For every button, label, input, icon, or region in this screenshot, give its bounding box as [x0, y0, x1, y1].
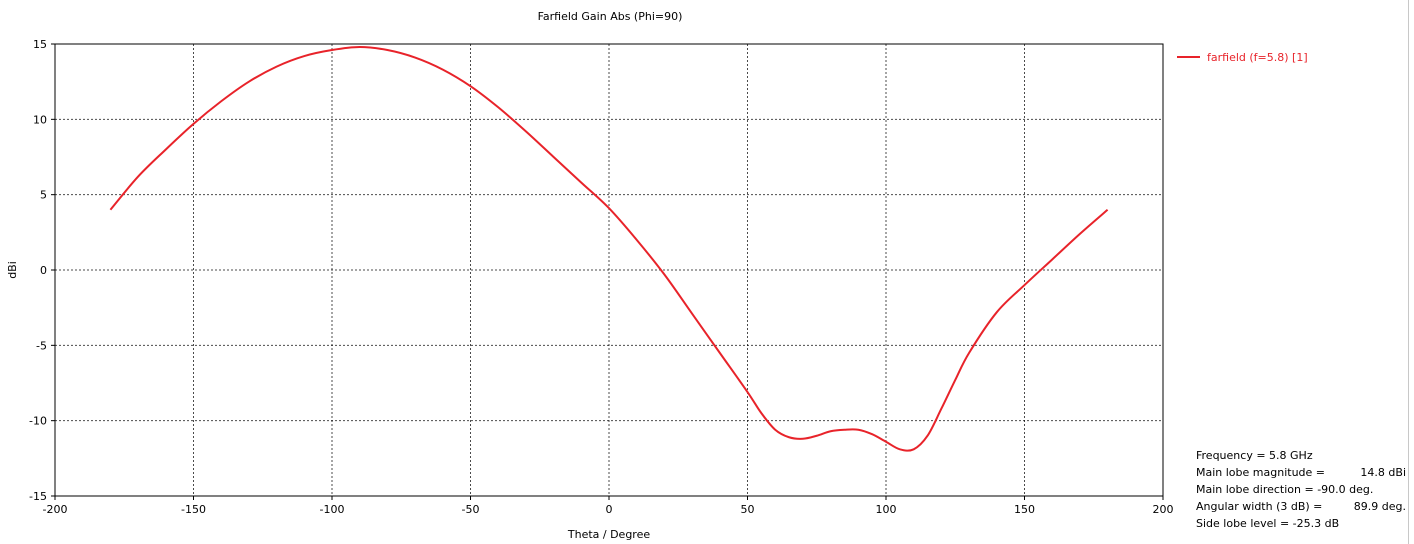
- x-axis-label: Theta / Degree: [567, 528, 650, 541]
- angular-width-value: 89.9 deg.: [1353, 500, 1406, 513]
- frequency-row: Frequency = 5.8 GHz: [1196, 447, 1408, 464]
- panel-border: [1408, 0, 1409, 544]
- y-tick-label: 10: [33, 113, 47, 126]
- grid-lines: [55, 44, 1163, 496]
- y-tick-label: 0: [40, 264, 47, 277]
- main-lobe-direction-row: Main lobe direction = -90.0 deg.: [1196, 481, 1408, 498]
- x-tick-label: -100: [320, 503, 345, 516]
- side-lobe-level-text: Side lobe level = -25.3 dB: [1196, 517, 1340, 530]
- chart-title: Farfield Gain Abs (Phi=90): [538, 10, 683, 23]
- main-lobe-magnitude-label: Main lobe magnitude =: [1196, 466, 1326, 479]
- x-tick-label: 200: [1153, 503, 1174, 516]
- y-tick-label: 5: [40, 189, 47, 202]
- angular-width-label: Angular width (3 dB) =: [1196, 500, 1323, 513]
- x-axis-ticks: -200 -150 -100 -50 0 50 100 150 200: [43, 496, 1174, 516]
- legend: farfield (f=5.8) [1]: [1177, 51, 1308, 64]
- main-lobe-magnitude-row: Main lobe magnitude = 14.8 dBi: [1196, 464, 1408, 481]
- x-tick-label: 0: [606, 503, 613, 516]
- x-tick-label: -150: [181, 503, 206, 516]
- y-tick-label: -10: [29, 415, 47, 428]
- y-axis-ticks: -15 -10 -5 0 5 10 15: [29, 38, 55, 503]
- y-axis-label: dBi: [6, 261, 19, 279]
- frequency-text: Frequency = 5.8 GHz: [1196, 449, 1313, 462]
- y-tick-label: -15: [29, 490, 47, 503]
- legend-label: farfield (f=5.8) [1]: [1207, 51, 1308, 64]
- angular-width-row: Angular width (3 dB) = 89.9 deg.: [1196, 498, 1408, 515]
- results-annotation: Frequency = 5.8 GHz Main lobe magnitude …: [1196, 447, 1408, 532]
- main-lobe-direction-text: Main lobe direction = -90.0 deg.: [1196, 483, 1374, 496]
- series-line: [109, 46, 1109, 452]
- x-tick-label: 50: [741, 503, 755, 516]
- x-tick-label: -50: [462, 503, 480, 516]
- y-tick-label: 15: [33, 38, 47, 51]
- y-tick-label: -5: [36, 339, 47, 352]
- side-lobe-level-row: Side lobe level = -25.3 dB: [1196, 515, 1408, 532]
- main-lobe-magnitude-value: 14.8 dBi: [1360, 466, 1406, 479]
- x-tick-label: -200: [43, 503, 68, 516]
- series-layer: [109, 46, 1109, 452]
- x-tick-label: 100: [876, 503, 897, 516]
- x-tick-label: 150: [1014, 503, 1035, 516]
